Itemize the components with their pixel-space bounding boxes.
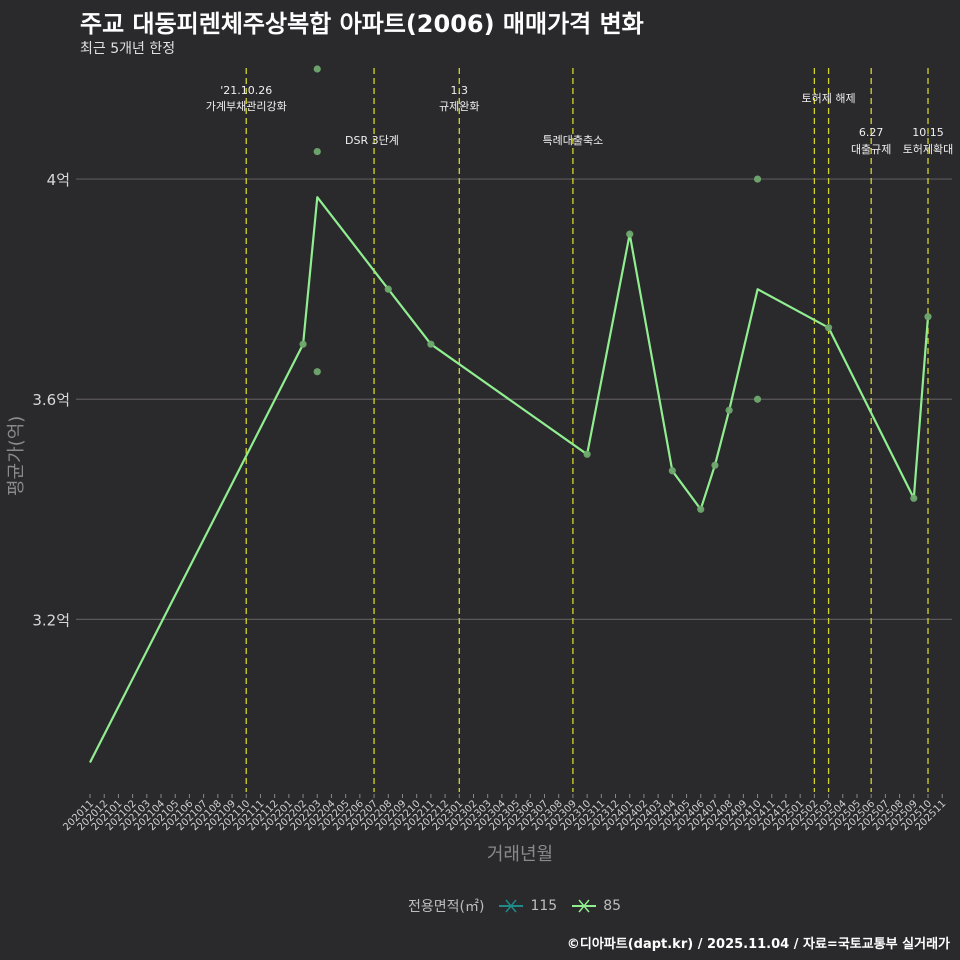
y-tick-label: 4억 [47,171,70,189]
data-point[interactable] [725,406,733,414]
legend-label-115: 115 [530,898,558,914]
data-point[interactable] [824,324,833,332]
data-point[interactable] [384,285,392,293]
data-point[interactable] [668,467,676,475]
legend-entry-115[interactable]: 115 [498,898,557,914]
event-label: 규제완화 [439,100,479,113]
x-axis-ticks: 2020112020122021012021022021032021042021… [61,794,948,833]
event-label: 토허제확대 [903,143,954,156]
event-label: 특례대출축소 [543,134,604,147]
legend-label-85: 85 [603,898,622,914]
data-point[interactable] [753,175,762,183]
event-label: 6.27 [859,126,884,139]
event-label: 1.3 [451,84,469,97]
data-point[interactable] [299,340,307,348]
y-axis-ticks: 3.2억 3.6억 4억 [32,171,70,629]
event-label: DSR 3단계 [345,134,399,147]
y-axis-label: 평균가(억) [6,415,27,496]
grid-lines [76,178,952,620]
chart-subtitle: 최근 5개년 한정 [80,41,176,57]
data-point[interactable] [313,368,321,376]
y-tick-label: 3.6억 [32,391,70,409]
data-point[interactable] [924,313,932,321]
data-point[interactable] [697,505,705,513]
series-line-85 [89,196,930,763]
data-point[interactable] [427,340,435,348]
data-point[interactable] [753,395,762,403]
data-point[interactable] [711,461,719,469]
data-point[interactable] [313,147,321,156]
event-label: 10.15 [912,126,944,139]
data-point[interactable] [583,450,591,458]
series-85 [89,65,932,763]
legend-swatch-115 [499,899,524,913]
y-tick-label: 3.2억 [32,611,70,629]
event-label: 대출규제 [851,143,891,156]
event-label: '21.10.26 [220,84,272,97]
data-point[interactable] [626,230,634,238]
source-caption: ©디아파트(dapt.kr) / 2025.11.04 / 자료=국토교통부 실… [566,937,950,952]
data-point[interactable] [313,65,321,73]
data-point[interactable] [910,494,918,502]
legend-title: 전용면적(㎡) [408,899,485,915]
legend-entry-85[interactable]: 85 [571,898,621,914]
x-axis-label: 거래년월 [486,844,554,865]
event-label: 토허제 해제 [802,91,856,105]
legend-swatch-85 [572,899,597,913]
chart-title: 주교 대동피렌체주상복합 아파트(2006) 매매가격 변화 [80,10,644,38]
event-label: 가계부채관리강화 [206,100,287,113]
legend: 전용면적(㎡) 115 85 [408,896,621,916]
